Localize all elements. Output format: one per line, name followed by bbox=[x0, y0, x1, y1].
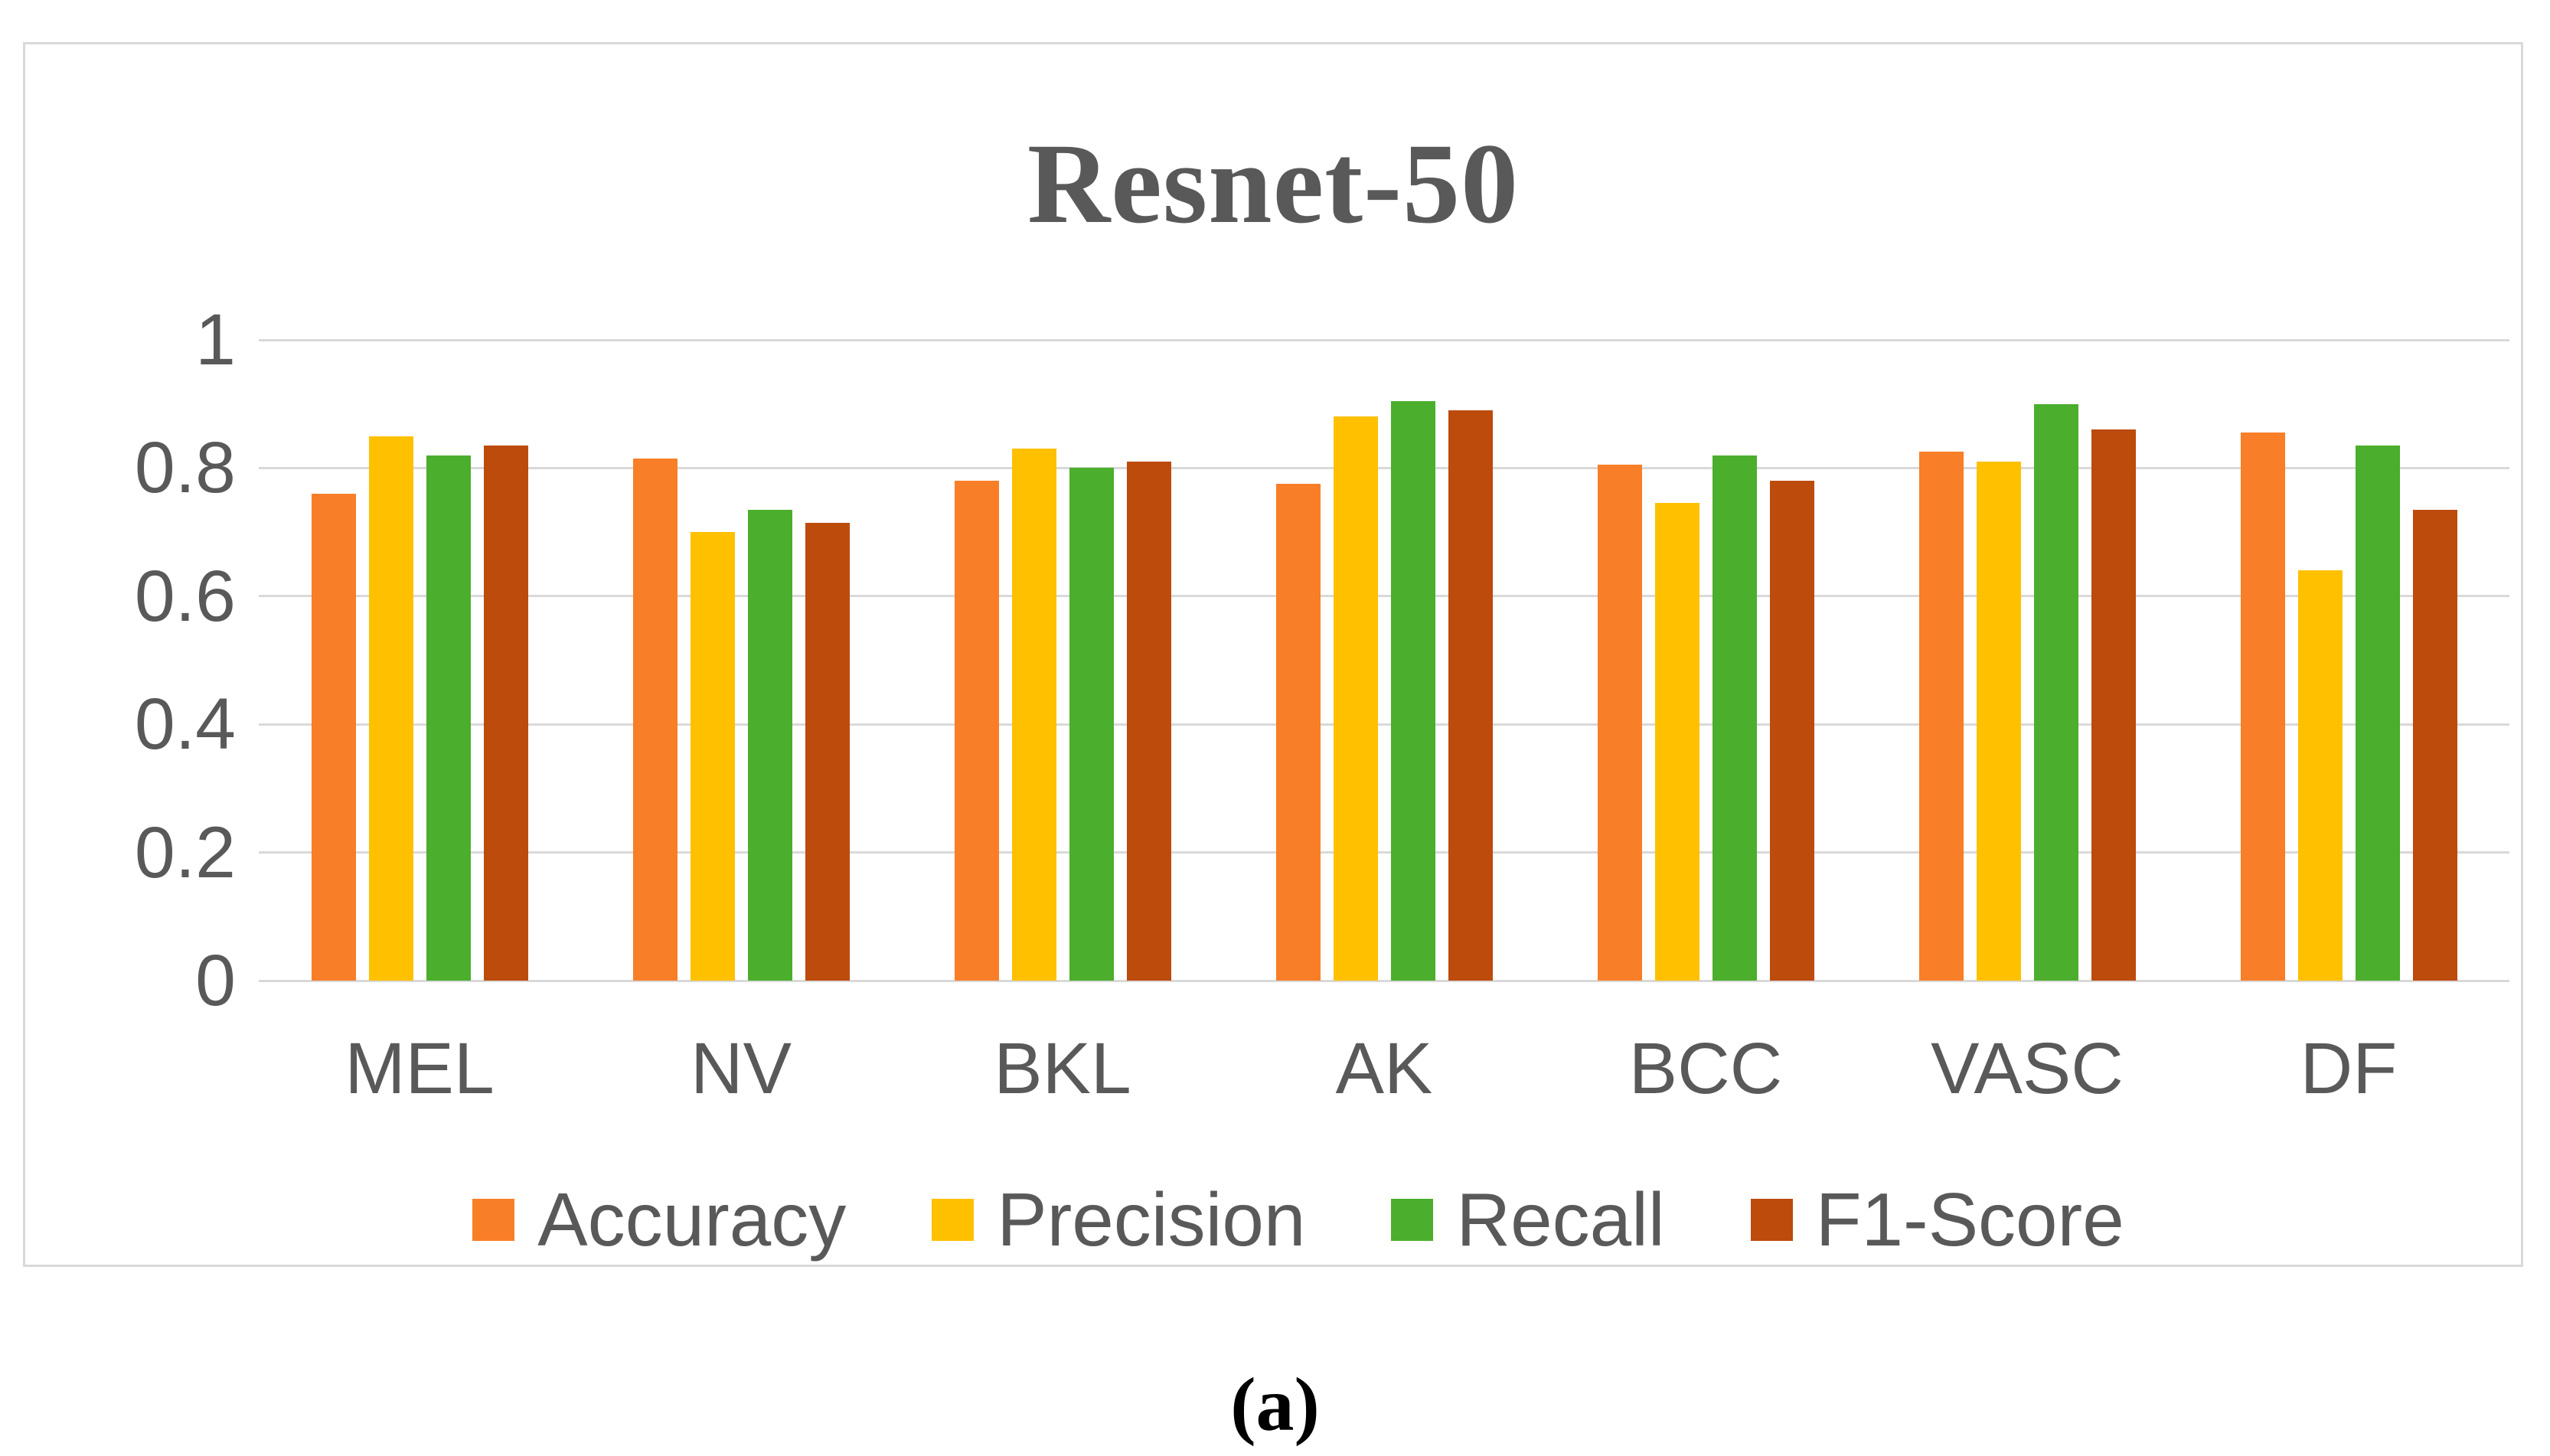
figure-caption: (a) bbox=[1230, 1362, 1320, 1447]
chart-title: Resnet-50 bbox=[1027, 120, 1520, 247]
bar-precision-ak bbox=[1333, 416, 1378, 981]
legend: Accuracy Precision Recall F1-Score bbox=[48, 1176, 2548, 1264]
bar-f1-score-df bbox=[2412, 510, 2457, 981]
bar-accuracy-nv bbox=[632, 459, 677, 981]
y-tick-label: 0.4 bbox=[134, 684, 236, 766]
bar-recall-vasc bbox=[2033, 404, 2078, 981]
legend-item-f1-score: F1-Score bbox=[1750, 1176, 2124, 1264]
category-group-ak bbox=[1223, 340, 1545, 981]
bar-accuracy-df bbox=[2240, 433, 2285, 981]
category-group-mel bbox=[259, 340, 580, 981]
category-group-df bbox=[2188, 340, 2509, 981]
bar-recall-bkl bbox=[1069, 468, 1114, 981]
x-tick-label-mel: MEL bbox=[344, 1028, 495, 1109]
bar-accuracy-vasc bbox=[1918, 452, 1964, 981]
category-group-vasc bbox=[1866, 340, 2188, 981]
gridline bbox=[259, 595, 2509, 598]
y-axis: 1 0.8 0.6 0.4 0.2 0 bbox=[56, 299, 236, 1021]
bar-accuracy-bkl bbox=[954, 481, 999, 981]
bar-f1-score-nv bbox=[805, 523, 850, 981]
bar-precision-bkl bbox=[1011, 449, 1056, 981]
bar-recall-bcc bbox=[1712, 455, 1757, 981]
gridline bbox=[259, 979, 2509, 982]
plot-area bbox=[259, 338, 2509, 982]
bar-precision-nv bbox=[690, 532, 735, 981]
x-tick-label-nv: NV bbox=[691, 1028, 792, 1109]
category-group-nv bbox=[580, 340, 902, 981]
legend-label: F1-Score bbox=[1815, 1177, 2124, 1262]
bar-f1-score-vasc bbox=[2091, 429, 2136, 981]
bar-f1-score-ak bbox=[1448, 410, 1493, 981]
legend-label: Accuracy bbox=[537, 1177, 847, 1262]
legend-item-recall: Recall bbox=[1391, 1176, 1665, 1264]
legend-swatch-f1-score bbox=[1750, 1199, 1793, 1241]
legend-item-precision: Precision bbox=[932, 1176, 1305, 1264]
y-tick-label: 0.2 bbox=[134, 811, 236, 893]
gridline bbox=[259, 466, 2509, 469]
y-tick-label: 1 bbox=[195, 299, 236, 380]
bar-precision-mel bbox=[368, 436, 413, 981]
x-tick-label-bkl: BKL bbox=[994, 1028, 1131, 1109]
bar-f1-score-bcc bbox=[1769, 481, 1814, 981]
chart-plot-box: Resnet-50 1 0.8 0.6 0.4 0.2 0 MEL NV BKL AK BCC VA… bbox=[23, 42, 2523, 1267]
bar-precision-vasc bbox=[1976, 462, 2021, 981]
legend-label: Precision bbox=[997, 1177, 1306, 1262]
x-tick-label-ak: AK bbox=[1335, 1028, 1433, 1109]
category-group-bcc bbox=[1545, 340, 1866, 981]
gridline bbox=[259, 338, 2509, 341]
x-axis: MEL NV BKL AK BCC VASC DF bbox=[259, 1030, 2509, 1107]
x-tick-label-bcc: BCC bbox=[1628, 1028, 1783, 1109]
legend-item-accuracy: Accuracy bbox=[472, 1176, 846, 1264]
bar-f1-score-bkl bbox=[1126, 462, 1171, 981]
legend-swatch-precision bbox=[932, 1199, 975, 1241]
bar-recall-nv bbox=[747, 510, 792, 981]
y-tick-label: 0 bbox=[195, 940, 236, 1021]
bar-accuracy-ak bbox=[1275, 484, 1321, 981]
gridline bbox=[259, 851, 2509, 854]
x-tick-label-vasc: VASC bbox=[1931, 1028, 2124, 1109]
bar-accuracy-bcc bbox=[1597, 465, 1642, 981]
bar-recall-df bbox=[2355, 446, 2400, 981]
y-tick-label: 0.6 bbox=[134, 555, 236, 637]
bar-precision-bcc bbox=[1654, 503, 1699, 981]
bar-accuracy-mel bbox=[311, 494, 356, 981]
y-tick-label: 0.8 bbox=[134, 427, 236, 509]
gridline bbox=[259, 723, 2509, 726]
legend-swatch-accuracy bbox=[472, 1199, 515, 1241]
bar-groups bbox=[259, 340, 2509, 981]
bar-f1-score-mel bbox=[483, 446, 528, 981]
x-tick-label-df: DF bbox=[2300, 1028, 2398, 1109]
legend-swatch-recall bbox=[1391, 1199, 1434, 1241]
bar-recall-mel bbox=[426, 455, 471, 981]
category-group-bkl bbox=[902, 340, 1223, 981]
bar-precision-df bbox=[2297, 570, 2343, 981]
legend-label: Recall bbox=[1456, 1177, 1665, 1262]
bar-recall-ak bbox=[1390, 401, 1435, 981]
